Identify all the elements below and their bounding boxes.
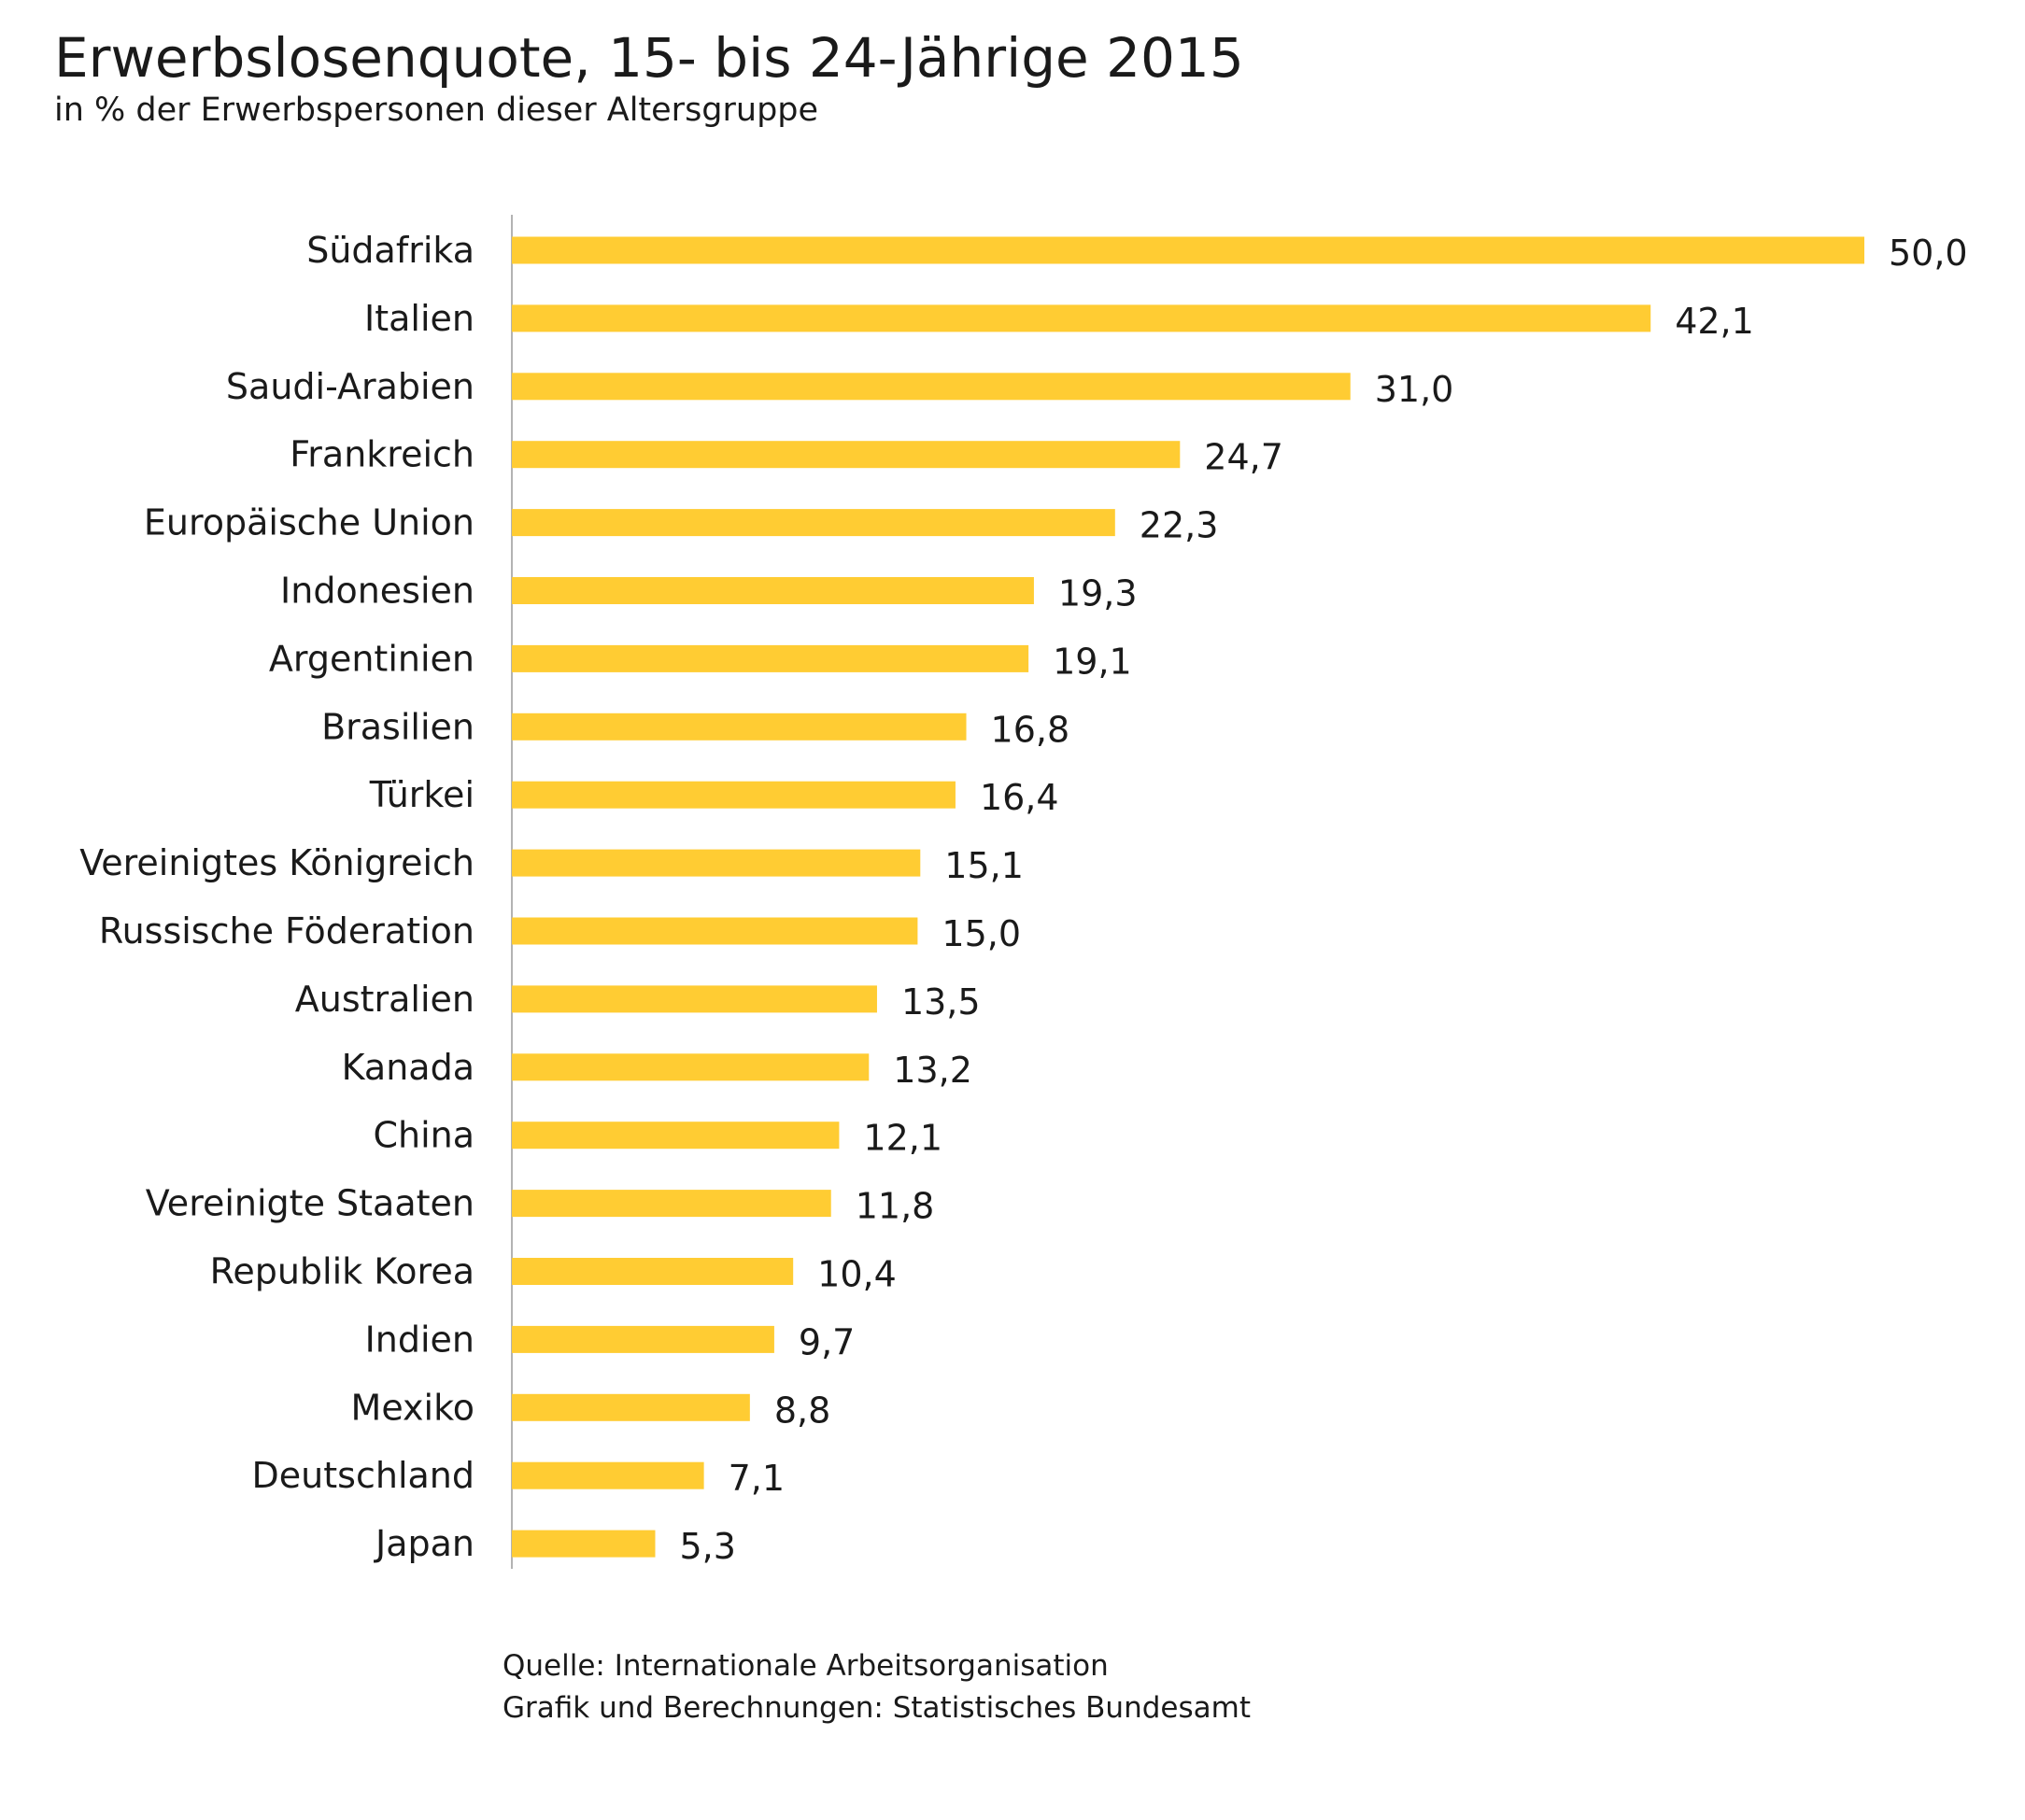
value-label: 9,7 <box>799 1321 855 1362</box>
category-label: Brasilien <box>321 706 474 747</box>
value-label: 15,1 <box>944 845 1024 886</box>
value-label: 31,0 <box>1375 369 1454 410</box>
category-label: Republik Korea <box>210 1251 474 1292</box>
category-label: Türkei <box>369 774 474 815</box>
category-label: China <box>373 1115 474 1156</box>
value-label: 8,8 <box>774 1390 830 1431</box>
category-label: Australien <box>295 979 474 1020</box>
value-label: 19,1 <box>1053 641 1132 682</box>
source-note: Quelle: Internationale Arbeitsorganisati… <box>503 1645 1251 1729</box>
bar <box>512 1053 870 1081</box>
category-label: Italien <box>364 298 474 339</box>
category-label: Japan <box>374 1523 474 1564</box>
bar <box>512 1530 656 1558</box>
value-label: 16,8 <box>991 709 1070 750</box>
category-label: Vereinigtes Königreich <box>79 842 474 883</box>
value-label: 24,7 <box>1204 437 1283 478</box>
bar <box>512 1190 831 1218</box>
value-label: 7,1 <box>729 1458 785 1499</box>
value-label: 42,1 <box>1675 301 1754 342</box>
value-labels: 50,0 42,1 31,0 24,7 22,319,3 19,1 16,8 16,4 15,1… <box>679 233 1967 1567</box>
bar <box>512 781 956 809</box>
category-label: Frankreich <box>290 434 474 475</box>
value-label: 50,0 <box>1889 233 1968 274</box>
category-label: Südafrika <box>306 230 474 271</box>
chart-subtitle: in % der Erwerbspersonen dieser Altersgr… <box>54 92 819 129</box>
category-label: Deutschland <box>252 1455 474 1496</box>
value-label: 19,3 <box>1058 573 1138 614</box>
bar <box>512 849 921 877</box>
value-label: 13,5 <box>901 981 981 1023</box>
value-label: 15,0 <box>942 913 1021 954</box>
category-label: Mexiko <box>351 1387 474 1428</box>
bar <box>512 1461 704 1489</box>
value-label: 13,2 <box>893 1050 972 1091</box>
bar <box>512 373 1351 401</box>
bar <box>512 441 1181 469</box>
bar <box>512 509 1115 537</box>
category-label: Indien <box>365 1319 474 1360</box>
category-label: Kanada <box>342 1047 474 1088</box>
category-labels: Südafrika Italien Saudi-Arabien Frankreich E… <box>79 230 474 1564</box>
bar <box>512 644 1029 672</box>
bar <box>512 1258 794 1285</box>
bar <box>512 917 918 945</box>
value-label: 5,3 <box>679 1526 735 1567</box>
bar <box>512 577 1034 604</box>
category-label: Saudi-Arabien <box>226 366 474 407</box>
bar <box>512 1325 774 1353</box>
bar <box>512 1393 750 1421</box>
value-label: 22,3 <box>1140 505 1219 546</box>
category-label: Indonesien <box>280 571 474 612</box>
source-line: Quelle: Internationale Arbeitsorganisati… <box>503 1649 1109 1683</box>
value-label: 12,1 <box>863 1118 942 1159</box>
category-label: Europäische Union <box>144 502 474 543</box>
value-label: 11,8 <box>856 1186 935 1227</box>
bar <box>512 304 1651 332</box>
category-label: Russische Föderation <box>99 910 474 952</box>
category-label: Argentinien <box>269 638 474 679</box>
bar <box>512 985 877 1013</box>
bar <box>512 236 1864 264</box>
bar <box>512 1122 840 1150</box>
bar-group <box>512 236 1864 1558</box>
credit-line: Grafik und Berechnungen: Statistisches B… <box>503 1691 1251 1725</box>
value-label: 16,4 <box>980 777 1059 818</box>
value-label: 10,4 <box>817 1254 897 1295</box>
chart-title: Erwerbslosenquote, 15- bis 24-Jährige 20… <box>54 26 1244 90</box>
bar <box>512 712 967 741</box>
category-label: Vereinigte Staaten <box>146 1183 474 1224</box>
